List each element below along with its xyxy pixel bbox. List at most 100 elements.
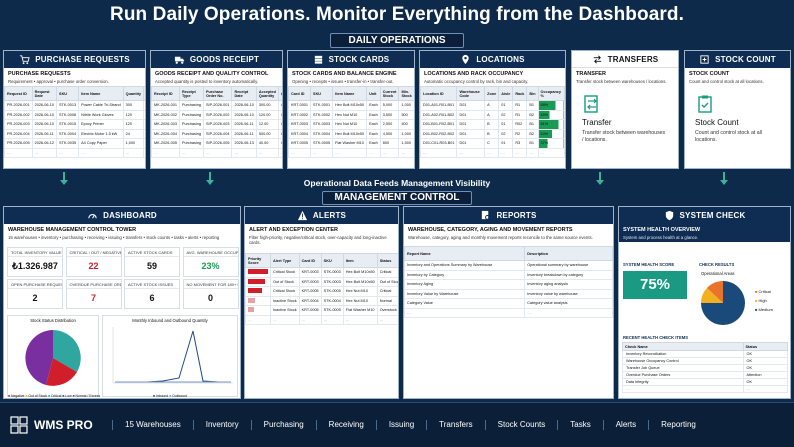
table-row[interactable]: Inventory Reconciliation OK xyxy=(622,350,789,358)
kpi-label: TOTAL INVENTORY VALUE xyxy=(8,248,62,257)
locations-card[interactable]: LOCATIONS LOCATIONS AND RACK OCCUPANCY Au… xyxy=(419,50,566,169)
table-row[interactable]: Category Value Category value analysis xyxy=(404,298,613,309)
nav-item-tasks[interactable]: Tasks xyxy=(557,420,602,430)
kpi-value: 6 xyxy=(149,293,155,303)
alerts-card[interactable]: ALERTS ALERT AND EXCEPTION CENTER Filter … xyxy=(244,206,399,399)
table-row[interactable]: Overdue Purchase Orders Attention xyxy=(622,371,789,379)
table-row-ellipsis: ……………… xyxy=(4,147,145,158)
table-row[interactable]: PR-2026-005 2026-06-12 STK-0035 A4 Copy Pap… xyxy=(4,138,145,149)
table-row[interactable]: PR-2026-003 2026-06-10 STK-0015 Epoxy Prime… xyxy=(4,119,145,130)
stock-count-card[interactable]: STOCK COUNT STOCK COUNT Count and control… xyxy=(684,50,791,169)
table-cell: Inventory value by warehouse xyxy=(524,288,613,299)
table-row[interactable]: Critical Stock KRT-0005 STK-0005 Hex Nut M1… xyxy=(245,286,398,297)
table-row[interactable]: Warehouse Occupancy Control OK xyxy=(622,357,789,365)
syscheck-desc: System and process health at a glance. xyxy=(623,235,699,240)
table-row[interactable]: Inventory Value by Warehouse Inventory va… xyxy=(404,288,613,299)
ellipsis-cell: … xyxy=(288,147,312,158)
kpi-tile: TOTAL INVENTORY VALUE ₺1.326.987 xyxy=(7,247,63,277)
goods-receipt-card[interactable]: GOODS RECEIPT GOODS RECEIPT AND QUALITY … xyxy=(150,50,283,169)
nav-item-stock-counts[interactable]: Stock Counts xyxy=(484,420,558,430)
ellipsis-cell: … xyxy=(277,147,282,158)
table-cell: 40.00 xyxy=(255,138,279,149)
ellipsis-cell: … xyxy=(524,307,613,318)
table-row[interactable]: Inventory Aging Inventory aging analysis xyxy=(404,279,613,290)
table-row[interactable]: PR-2026-002 2026-06-10 STK-0008 Nitrile Wor… xyxy=(4,109,145,120)
table-row[interactable]: KRT-0001 STK-0001 Hex Bolt M10x50 Each 5,000… xyxy=(288,100,414,111)
table-row[interactable]: Inventory by Category Inventory breakdown… xyxy=(404,269,613,280)
nav-item-alerts[interactable]: Alerts xyxy=(602,420,648,430)
table-cell xyxy=(245,276,271,287)
nav-item-issuing[interactable]: Issuing xyxy=(375,420,426,430)
table-cell: STK-0005 xyxy=(320,286,344,297)
table-cell: 45% xyxy=(537,109,565,120)
table-row[interactable]: KRT-0003 STK-0003 Hex Nut M10 Each 2,500 400 xyxy=(288,119,414,130)
table-row[interactable]: PR-2026-001 2026-06-10 STK-0013 Power Cable… xyxy=(4,100,145,111)
table-cell: Purchasing xyxy=(179,138,205,149)
table-row[interactable]: D01-A01-R01-B01 D01 A 01 R1 B1 68% xyxy=(420,100,565,111)
table-cell: STK-0008 xyxy=(56,109,80,120)
kpi-tile: OVERDUE PURCHASE ORDERS 7 xyxy=(65,279,122,309)
table-cell: Warehouse Occupancy Control xyxy=(622,357,744,365)
table-row[interactable]: MK-2026-004 Purchasing SIP-2026-004 2026-06… xyxy=(151,128,282,139)
table-row[interactable]: MK-2026-001 Purchasing SIP-2026-001 2026-06… xyxy=(151,100,282,111)
table-cell: 120.00 xyxy=(255,109,279,120)
table-row[interactable]: MK-2026-005 Purchasing SIP-2026-005 2026-06… xyxy=(151,138,282,149)
table-cell: Hex Bolt M10x50 xyxy=(332,100,368,111)
table-row[interactable]: KRT-0002 STK-0002 Hex Nut M10 Each 3,500 500 xyxy=(288,109,414,120)
table-row[interactable]: Transfer Job Queue OK xyxy=(622,364,789,372)
table-row[interactable]: Inactive Stock KRT-0005 STK-0005 Flat Washe… xyxy=(245,305,398,316)
table-row[interactable]: MK-2026-003 Purchasing SIP-2026-003 2026-06… xyxy=(151,119,282,130)
table-row[interactable]: Inactive Stock KRT-0004 STK-0004 Hex Nut M1… xyxy=(245,295,398,306)
nav-item-15-warehouses[interactable]: 15 Warehouses xyxy=(112,420,193,430)
table-cell: Hex Nut M10 xyxy=(332,119,368,130)
table-row[interactable]: Inventory and Operations Summary by Ware… xyxy=(404,260,613,271)
table-cell: Epoxy Primer xyxy=(78,119,124,130)
ellipsis-cell: … xyxy=(245,314,271,325)
column-header: Report Name xyxy=(404,246,526,261)
table-cell: STK-0002 xyxy=(310,109,334,120)
nav-item-transfers[interactable]: Transfers xyxy=(426,420,485,430)
table-row[interactable]: MK-2026-002 Purchasing SIP-2026-002 2026-06… xyxy=(151,109,282,120)
pie-slice-critical xyxy=(701,288,723,303)
column-header: Purchase Order No. xyxy=(203,86,233,101)
dashboard-title: WAREHOUSE MANAGEMENT CONTROL TOWER xyxy=(8,227,137,233)
stock-title: STOCK CARDS AND BALANCE ENGINE xyxy=(292,71,397,77)
table-row[interactable]: D01-B01-R02-B01 D01 B 01 R02 B1 81% xyxy=(420,119,565,130)
nav-item-receiving[interactable]: Receiving xyxy=(315,420,376,430)
table-row[interactable]: D01-C01-R03-B01 D01 C 01 R3 B1 37% xyxy=(420,138,565,149)
table-cell: Purchasing xyxy=(179,128,205,139)
nav-item-reporting[interactable]: Reporting xyxy=(648,420,708,430)
table-row[interactable]: KRT-0005 STK-0005 Flat Washer M10 Each 800 1,… xyxy=(288,138,414,149)
system-check-card[interactable]: SYSTEM CHECK SYSTEM HEALTH OVERVIEW Syste… xyxy=(618,206,791,399)
reports-card[interactable]: REPORTS WAREHOUSE, CATEGORY, AGING AND M… xyxy=(403,206,614,399)
table-cell: 1,000 xyxy=(122,138,145,149)
health-score-value: 75% xyxy=(623,271,687,299)
table-row[interactable]: PR-2026-004 2026-06-11 STK-0004 Electric Mo… xyxy=(4,128,145,139)
priority-bar xyxy=(248,307,254,313)
table-cell: Inventory Value by Warehouse xyxy=(404,288,526,299)
table-cell: Each xyxy=(366,128,381,139)
table-row[interactable]: KRT-0004 STK-0004 Hex Bolt M10x50 Each 4,500… xyxy=(288,128,414,139)
table-cell: 2026-06-11 xyxy=(31,128,58,139)
stock-cards-card[interactable]: STOCK CARDS STOCK CARDS AND BALANCE ENGI… xyxy=(287,50,415,169)
table-cell: Hex Bolt M10x50 xyxy=(342,267,378,278)
table-row[interactable]: Out of Stock KRT-0003 STK-0003 Hex Bolt M10… xyxy=(245,276,398,287)
table-row[interactable]: D01-B02-R02-B02 D01 B 02 R2 B2 54% xyxy=(420,128,565,139)
table-row[interactable]: Critical Stock KRT-0003 STK-0003 Hex Bolt M… xyxy=(245,267,398,278)
purchase-requests-card[interactable]: PURCHASE REQUESTS PURCHASE REQUESTS Requi… xyxy=(3,50,146,169)
table-cell: Data Integrity xyxy=(622,378,744,386)
table-row[interactable]: D01-A02-R01-B02 D01 A 02 R1 B2 45% xyxy=(420,109,565,120)
nav-item-inventory[interactable]: Inventory xyxy=(192,420,251,430)
table-cell: B1 xyxy=(526,138,539,149)
system-check-header: SYSTEM CHECK xyxy=(619,207,790,224)
table-row[interactable]: Data Integrity OK xyxy=(622,378,789,386)
table-cell: 5,000 xyxy=(379,100,400,111)
locations-header: LOCATIONS xyxy=(420,51,565,68)
dashboard-card[interactable]: DASHBOARD WAREHOUSE MANAGEMENT CONTROL T… xyxy=(3,206,241,399)
ellipsis-cell: … xyxy=(320,314,344,325)
ellipsis-cell: … xyxy=(622,385,744,393)
transfers-card[interactable]: TRANSFERS TRANSFER Transfer stock between… xyxy=(571,50,679,169)
column-header: Warehouse Code xyxy=(456,86,486,101)
inbound-line xyxy=(115,330,231,383)
nav-item-purchasing[interactable]: Purchasing xyxy=(250,420,316,430)
